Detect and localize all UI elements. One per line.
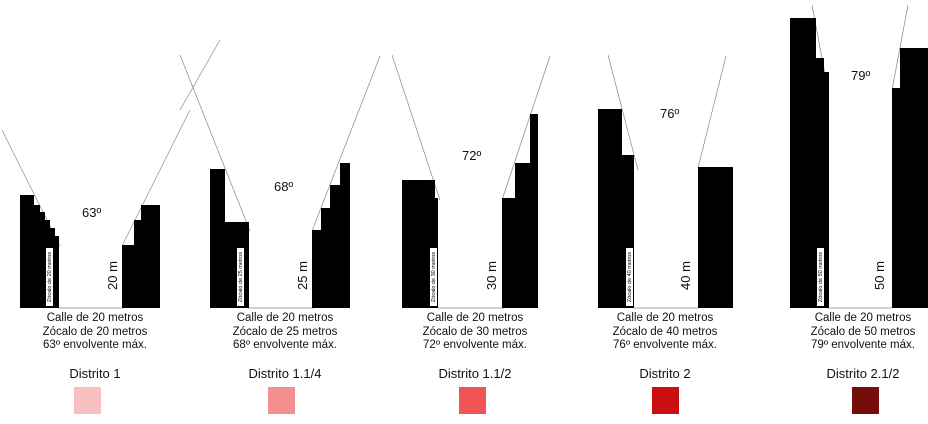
caption-street: Calle de 20 metros	[616, 312, 714, 324]
height-label: 25 m	[294, 261, 310, 290]
caption-zocalo: Zócalo de 20 metros	[42, 325, 148, 338]
envelope-line-right	[501, 55, 551, 201]
caption-street: Calle de 20 metros	[236, 312, 334, 324]
caption-envelope: 72º envolvente máx.	[423, 339, 527, 351]
angle-label: 79º	[851, 68, 871, 83]
caption-envelope: 79º envolvente máx.	[811, 339, 915, 351]
section-drawing	[598, 54, 733, 309]
height-label: 30 m	[483, 261, 499, 290]
district-color-swatch	[268, 387, 295, 414]
district-color-swatch	[852, 387, 879, 414]
building-right	[122, 205, 160, 308]
caption: Calle de 20 metros Zócalo de 40 metros 7…	[570, 312, 760, 353]
section-panel-distrito-1-1-4: Zócalo de 25 metros 68º 25 m Calle de 20…	[179, 0, 381, 424]
building-left	[20, 195, 59, 308]
caption: Calle de 20 metros Zócalo de 50 metros 7…	[768, 312, 928, 353]
zocalo-vertical-label: Zócalo de 30 metros	[430, 248, 437, 306]
building-left	[790, 18, 829, 308]
envelope-line-right	[311, 55, 381, 232]
district-color-swatch	[74, 387, 101, 414]
envelope-line-left	[391, 54, 441, 201]
caption-street: Calle de 20 metros	[426, 312, 524, 324]
section-panel-distrito-1-1-2: Zócalo de 30 metros 72º 30 m Calle de 20…	[380, 0, 570, 424]
caption-zocalo: Zócalo de 50 metros	[810, 325, 916, 338]
caption: Calle de 20 metros Zócalo de 30 metros 7…	[380, 312, 570, 353]
section-drawing	[790, 4, 928, 309]
caption-zocalo: Zócalo de 30 metros	[422, 325, 528, 338]
building-left	[210, 169, 249, 308]
caption-envelope: 76º envolvente máx.	[613, 339, 717, 351]
district-color-swatch	[652, 387, 679, 414]
district-name: Distrito 2	[639, 366, 691, 381]
envelope-line-right	[697, 55, 727, 169]
envelope-line-left	[1, 129, 61, 247]
district-name: Distrito 1.1/4	[248, 366, 322, 381]
caption-envelope: 68º envolvente máx.	[233, 339, 337, 351]
envelope-line-cross	[179, 39, 221, 111]
building-left	[598, 109, 634, 308]
angle-label: 76º	[660, 106, 680, 121]
height-label: 40 m	[677, 261, 693, 290]
section-drawing	[391, 54, 551, 309]
district-name: Distrito 1.1/2	[438, 366, 512, 381]
section-panel-distrito-1: Zócalo de 20 metros 63º 20 m Calle de 20…	[0, 0, 191, 424]
envelope-line-right	[121, 109, 191, 247]
angle-label: 68º	[274, 179, 294, 194]
building-right	[502, 114, 538, 308]
caption-zocalo: Zócalo de 40 metros	[612, 325, 718, 338]
caption-street: Calle de 20 metros	[814, 312, 912, 324]
section-panel-distrito-2-1-2: Zócalo de 50 metros 79º 50 m Calle de 20…	[738, 0, 928, 424]
caption-envelope: 63º envolvente máx.	[43, 339, 147, 351]
section-panel-distrito-2: Zócalo de 40 metros 76º 40 m Calle de 20…	[570, 0, 760, 424]
building-right	[698, 167, 733, 308]
section-drawing	[1, 109, 191, 309]
caption-street: Calle de 20 metros	[46, 312, 144, 324]
zocalo-vertical-label: Zócalo de 40 metros	[626, 248, 633, 306]
envelope-line-right	[891, 4, 909, 91]
angle-label: 72º	[462, 148, 482, 163]
height-label: 50 m	[871, 261, 887, 290]
envelope-line-left	[607, 54, 639, 171]
district-name: Distrito 2.1/2	[826, 366, 900, 381]
building-right	[892, 48, 928, 308]
height-label: 20 m	[104, 261, 120, 290]
caption: Calle de 20 metros Zócalo de 25 metros 6…	[190, 312, 380, 353]
angle-label: 63º	[82, 205, 102, 220]
district-color-swatch	[459, 387, 486, 414]
building-right	[312, 163, 350, 308]
zocalo-vertical-label: Zócalo de 20 metros	[46, 248, 53, 306]
section-drawing	[179, 39, 381, 309]
zocalo-vertical-label: Zócalo de 50 metros	[817, 248, 824, 306]
caption: Calle de 20 metros Zócalo de 20 metros 6…	[0, 312, 190, 353]
envelope-line-left	[179, 54, 251, 232]
district-name: Distrito 1	[69, 366, 121, 381]
zocalo-vertical-label: Zócalo de 25 metros	[237, 248, 244, 306]
caption-zocalo: Zócalo de 25 metros	[232, 325, 338, 338]
